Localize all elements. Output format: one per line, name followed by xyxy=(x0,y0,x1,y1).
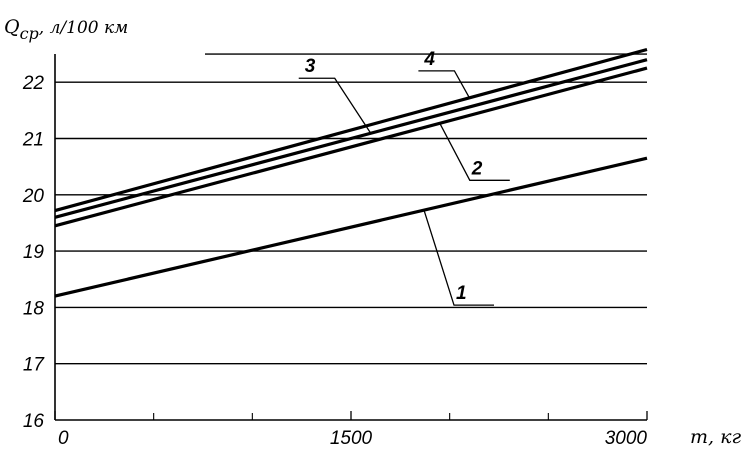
x-axis-label: т, кг xyxy=(690,426,741,448)
leader-line-1 xyxy=(423,209,495,306)
y-axis-label-symbol: Q xyxy=(4,16,20,38)
series-line-2 xyxy=(54,66,648,228)
series-line-4 xyxy=(54,47,648,213)
leader-line-4 xyxy=(418,70,470,99)
y-axis-label-unit: , л/100 км xyxy=(39,18,128,38)
series-label-2: 2 xyxy=(471,158,483,179)
x-tick-label-3000: 3000 xyxy=(605,428,648,449)
series-label-3: 3 xyxy=(305,56,316,77)
x-tick-label-0: 0 xyxy=(58,428,69,449)
axes xyxy=(54,54,648,421)
leader-line-2 xyxy=(439,122,510,181)
series-line-1 xyxy=(54,156,648,298)
y-tick-label-17: 17 xyxy=(23,355,46,376)
series-label-4: 4 xyxy=(423,49,435,70)
y-axis-label: Qср, л/100 км xyxy=(4,16,128,43)
y-tick-label-22: 22 xyxy=(22,73,45,94)
y-tick-label-19: 19 xyxy=(23,242,45,263)
leader-line-3 xyxy=(298,77,372,134)
series-label-1: 1 xyxy=(456,283,467,304)
y-tick-label-16: 16 xyxy=(23,411,45,432)
series-line-3 xyxy=(54,58,648,219)
y-tick-label-18: 18 xyxy=(23,298,45,319)
y-tick-label-21: 21 xyxy=(22,130,44,151)
y-tick-label-20: 20 xyxy=(22,186,45,207)
series-lines xyxy=(54,47,648,298)
y-axis-label-subscript: ср xyxy=(20,24,39,43)
grid-lines xyxy=(55,53,647,365)
series-label-leaders: 1 2 3 4 xyxy=(298,49,510,306)
x-tick-label-1500: 1500 xyxy=(330,428,373,449)
